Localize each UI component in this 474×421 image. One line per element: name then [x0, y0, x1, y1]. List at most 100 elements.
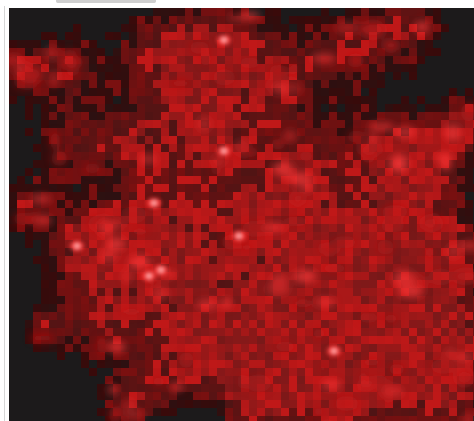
signal-glow	[383, 392, 393, 403]
pixel-tile	[369, 336, 377, 344]
signal-glow	[446, 244, 461, 259]
pixel-tile	[193, 304, 201, 312]
pixel-tile	[169, 32, 177, 40]
pixel-tile	[209, 104, 217, 112]
pixel-tile	[233, 56, 241, 64]
pixel-tile	[217, 304, 225, 312]
pixel-tile	[233, 320, 241, 328]
pixel-tile	[305, 416, 313, 421]
signal-glow	[358, 312, 379, 323]
pixel-tile	[353, 256, 361, 264]
pixel-tile	[225, 336, 233, 344]
pixel-tile	[313, 160, 321, 168]
pixel-tile	[17, 184, 25, 192]
pixel-tile	[193, 192, 201, 200]
pixel-tile	[169, 200, 177, 208]
pixel-tile	[409, 400, 417, 408]
image-viewer[interactable]	[9, 8, 474, 421]
pixel-tile	[409, 72, 417, 80]
pixel-tile	[393, 176, 401, 184]
pixel-tile	[417, 56, 425, 64]
pixel-tile	[89, 144, 97, 152]
pixel-tile	[241, 352, 249, 360]
pixel-tile	[281, 224, 289, 232]
pixel-tile	[337, 360, 345, 368]
pixel-tile	[265, 96, 273, 104]
pixel-tile	[377, 64, 385, 72]
pixel-tile	[193, 392, 201, 400]
pixel-tile	[121, 104, 129, 112]
pixel-tile	[201, 72, 209, 80]
pixel-tile	[121, 176, 129, 184]
pixel-tile	[73, 72, 81, 80]
pixel-tile	[265, 232, 273, 240]
pixel-tile	[265, 312, 273, 320]
pixel-tile	[193, 16, 201, 24]
pixel-tile	[337, 88, 345, 96]
pixel-tile	[297, 40, 305, 48]
pixel-tile	[73, 144, 81, 152]
pixel-tile	[289, 320, 297, 328]
pixel-tile	[81, 328, 89, 336]
pixel-tile	[89, 184, 97, 192]
pixel-tile	[57, 304, 65, 312]
pixel-tile	[401, 168, 409, 176]
pixel-tile	[113, 296, 121, 304]
pixel-tile	[57, 224, 65, 232]
pixel-tile	[441, 104, 449, 112]
pixel-tile	[313, 32, 321, 40]
pixel-tile	[201, 232, 209, 240]
pixel-tile	[393, 288, 401, 296]
pixel-tile	[425, 344, 433, 352]
signal-glow	[313, 328, 325, 339]
pixel-tile	[201, 104, 209, 112]
pixel-tile	[49, 64, 57, 72]
signal-glow	[357, 143, 382, 156]
pixel-tile	[73, 40, 81, 48]
pixel-tile	[457, 416, 465, 421]
pixel-tile	[49, 288, 57, 296]
pixel-tile	[185, 64, 193, 72]
pixel-tile	[377, 8, 385, 16]
pixel-tile	[9, 208, 17, 216]
pixel-tile	[449, 312, 457, 320]
pixel-tile	[369, 40, 377, 48]
pixel-tile	[209, 24, 217, 32]
pixel-tile	[97, 88, 105, 96]
pixel-tile	[25, 224, 33, 232]
pixel-tile	[457, 160, 465, 168]
pixel-tile	[233, 192, 241, 200]
pixel-tile	[153, 192, 161, 200]
pixel-tile	[385, 24, 393, 32]
pixel-tile	[73, 208, 81, 216]
pixel-tile	[377, 192, 385, 200]
pixel-tile	[305, 384, 313, 392]
pixel-tile	[385, 48, 393, 56]
top-tab-indicator[interactable]	[56, 0, 156, 3]
pixel-tile	[393, 408, 401, 416]
pixel-tile	[409, 120, 417, 128]
pixel-tile	[185, 40, 193, 48]
pixel-tile	[465, 208, 473, 216]
pixel-tile	[409, 144, 417, 152]
pixel-tile	[97, 80, 105, 88]
pixel-tile	[185, 160, 193, 168]
pixel-tile	[409, 264, 417, 272]
pixel-tile	[289, 256, 297, 264]
pixel-tile	[417, 400, 425, 408]
pixel-tile	[457, 312, 465, 320]
pixel-tile	[225, 352, 233, 360]
pixel-tile	[281, 104, 289, 112]
pixel-tile	[41, 264, 49, 272]
pixel-tile	[153, 64, 161, 72]
pixel-tile	[265, 304, 273, 312]
pixel-tile	[281, 248, 289, 256]
pixel-tile	[257, 120, 265, 128]
pixel-tile	[145, 312, 153, 320]
pixel-tile	[337, 200, 345, 208]
pixel-tile	[297, 392, 305, 400]
pixel-tile	[369, 184, 377, 192]
pixel-tile	[169, 288, 177, 296]
pixel-tile	[425, 208, 433, 216]
pixel-tile	[201, 216, 209, 224]
